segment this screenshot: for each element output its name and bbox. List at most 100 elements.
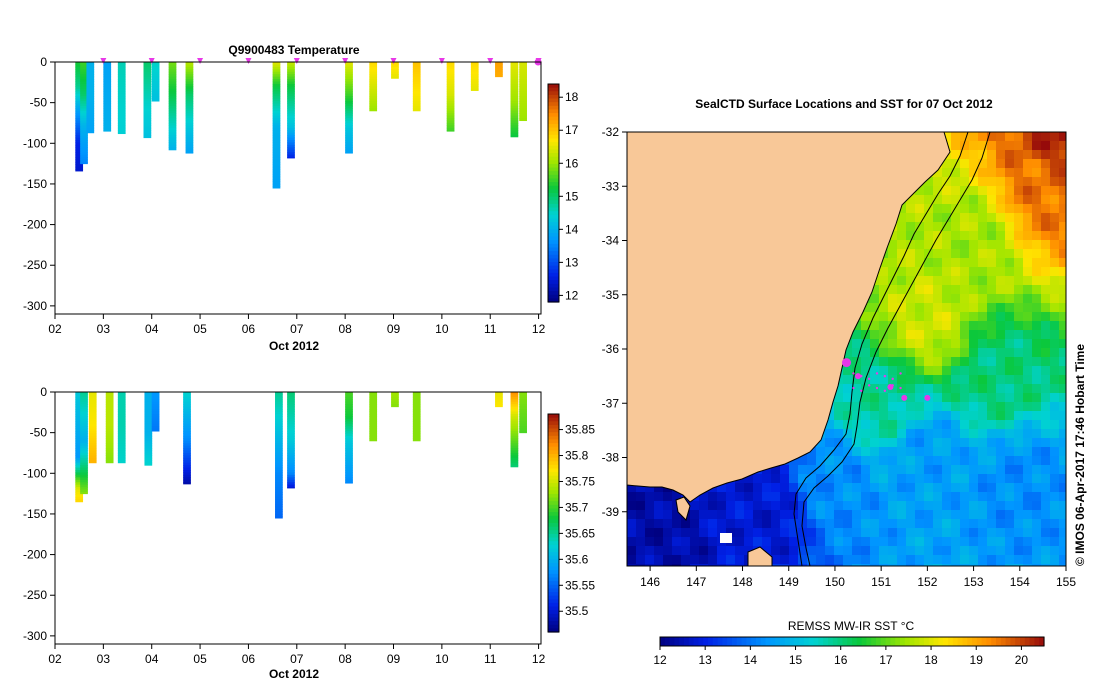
sst-cell [861,348,871,358]
sst-cell [1041,510,1051,520]
sst-cell [978,528,988,538]
sst-cell [924,456,934,466]
sst-cell [870,492,880,502]
profile-cell [80,69,88,73]
sst-cell [654,564,664,566]
profile-cell [80,401,88,405]
colorbar-cell [548,523,559,528]
sst-cell [1023,429,1033,439]
sst-cell [1014,231,1024,241]
sst-cell [1005,141,1015,151]
sst-cell [942,168,952,178]
profile-cell [88,416,97,420]
sst-cell [771,537,781,547]
sst-cell [870,303,880,313]
profile-cell [345,64,353,68]
sst-cell [897,348,907,358]
profile-cell [470,64,479,68]
profile-cell [185,118,194,122]
sst-cell [978,312,988,322]
sst-cell [1050,186,1060,196]
sst-cell [1005,555,1015,565]
sst-cell [879,456,889,466]
profile-cell [272,147,281,151]
profile-cell [117,86,126,90]
sst-cell [951,177,961,187]
profile-cell [75,428,84,432]
profile-cell [287,81,295,85]
sst-cell [906,537,916,547]
sst-cell [915,249,925,259]
sst-colorbar-cell [933,637,939,646]
sst-cell [933,240,943,250]
sst-cell [1041,438,1051,448]
profile-cell [275,484,283,488]
sst-cell [825,429,835,439]
profile-cell [470,86,479,90]
profile-cell [103,101,112,104]
profile-cell [185,93,194,97]
sst-cell [951,456,961,466]
sst-cell [789,474,799,484]
sst-cell [978,177,988,187]
profile-cell [519,96,527,100]
profile-cell [143,105,152,109]
profile-cell [345,66,353,70]
colorbar-cell [548,182,559,187]
profile-cell [168,64,177,68]
profile-cell [88,396,97,400]
sst-cell [852,519,862,529]
sst-cell [753,528,763,538]
profile-cell [510,127,519,131]
sst-cell [843,510,853,520]
profile-cell [80,120,88,124]
colorbar-cell [548,621,559,626]
sst-cell [951,267,961,277]
profile-cell [510,115,519,119]
sst-cell [771,564,781,566]
sst-cell [870,348,880,358]
sst-cell [978,456,988,466]
colorbar-cell [548,156,559,161]
sst-cell [870,339,880,349]
sst-cell [1023,546,1033,556]
sst-cell [843,411,853,421]
profile-cell [510,396,519,400]
sst-cell [960,402,970,412]
sst-cell [942,456,952,466]
colorbar-cell [548,134,559,140]
profile-cell [275,450,283,454]
profile-cell [446,105,455,109]
sst-cell [798,456,808,466]
temperature-panel: Q9900483 Temperature 0-50-100-150-200-25… [23,43,579,353]
sst-cell [1050,159,1060,169]
sst-cell [834,528,844,538]
sst-cell [1059,267,1066,277]
sst-cell [753,474,763,484]
sst-cell [987,438,997,448]
profile-cell [143,132,152,136]
map-xtick-label: 152 [917,575,937,589]
profile-cell [117,120,126,124]
profile-cell [80,435,88,439]
sst-cell [942,294,952,304]
sst-cell [780,510,790,520]
profile-cell [345,140,353,143]
profile-cell [183,435,191,439]
sst-cell [978,339,988,349]
sst-cell [1059,393,1066,403]
profile-cell [275,462,283,466]
profile-cell [470,66,479,70]
colorbar-cell [548,490,559,495]
profile-cell [86,81,95,85]
sst-cell [744,474,754,484]
profile-cell [143,101,152,104]
sst-cell [645,492,655,502]
sst-cell [1023,447,1033,457]
profile-cell [103,130,112,132]
profile-cell [287,105,295,109]
profile-cast [151,62,160,102]
sst-cell [933,195,943,205]
sst-cell [843,393,853,403]
profile-cell [519,101,527,104]
